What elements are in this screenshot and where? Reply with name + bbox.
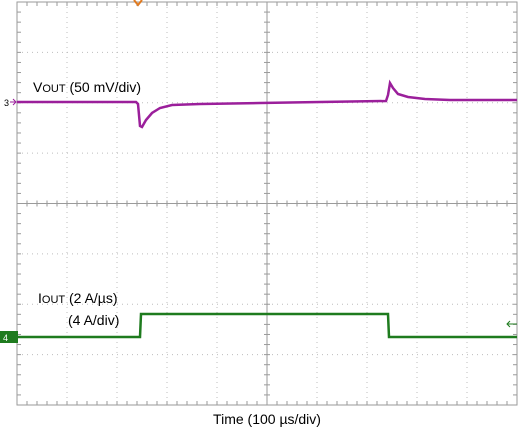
iout-rest: (2 A/µs) (65, 290, 117, 306)
vout-rest: (50 mV/div) (66, 79, 141, 95)
ch3-arrow (10, 98, 17, 106)
vout-sub: OUT (42, 83, 66, 95)
iout-trace (17, 312, 517, 339)
vout-label: VOUT (50 mV/div) (33, 79, 141, 95)
iout-scale: (4 A/div) (68, 312, 119, 328)
x-axis-label: Time (100 µs/div) (213, 411, 321, 427)
vout-prefix: V (33, 79, 43, 95)
ch3-marker: 3 (4, 98, 9, 108)
vout-trace (17, 79, 517, 129)
iout-sub: OUT (42, 294, 66, 306)
iout-prefix: I (38, 290, 42, 306)
ch4-badge (0, 331, 18, 343)
ch4-marker: 4 (3, 333, 8, 343)
ch4-ref-arrow (506, 320, 517, 328)
iout-label: IOUT (2 A/µs) (38, 290, 118, 306)
trigger-marker (133, 0, 143, 7)
